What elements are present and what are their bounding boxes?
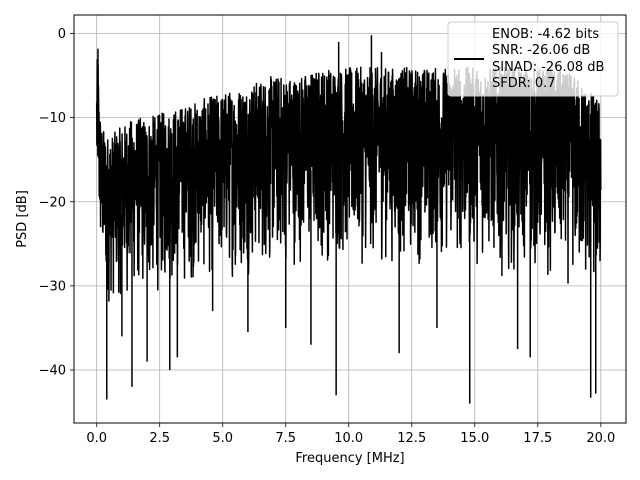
legend-entry-enob: ENOB: -4.62 bits [492,27,599,42]
x-tick-label: 5.0 [212,431,233,446]
x-tick-label: 0.0 [86,431,107,446]
legend-entry-snr: SNR: -26.06 dB [492,43,590,58]
legend-entry-sfdr: SFDR: 0.7 [492,76,556,91]
x-axis-label: Frequency [MHz] [295,451,404,466]
x-axis-ticks: 0.0 2.5 5.0 7.5 10.0 12.5 15.0 17.5 20.0 [86,423,615,446]
y-axis-label: PSD [dB] [15,190,30,248]
x-tick-label: 17.5 [523,431,552,446]
y-axis-ticks: 0 −10 −20 −30 −40 [39,27,74,379]
legend-box [447,21,619,97]
x-tick-label: 15.0 [460,431,489,446]
psd-trace [95,59,602,302]
x-tick-label: 7.5 [275,431,296,446]
y-tick-label: −10 [39,111,66,126]
legend: ENOB: -4.62 bits SNR: -26.06 dB SINAD: -… [447,21,619,97]
y-tick-label: −30 [39,279,66,294]
plot-frame [73,14,627,424]
legend-entry-sinad: SINAD: -26.08 dB [492,60,604,75]
x-tick-label: 20.0 [586,431,615,446]
x-tick-label: 10.0 [334,431,363,446]
y-tick-label: −20 [39,195,66,210]
y-tick-label: 0 [58,27,66,42]
x-tick-label: 2.5 [149,431,170,446]
x-tick-label: 12.5 [397,431,426,446]
y-tick-label: −40 [39,364,66,379]
